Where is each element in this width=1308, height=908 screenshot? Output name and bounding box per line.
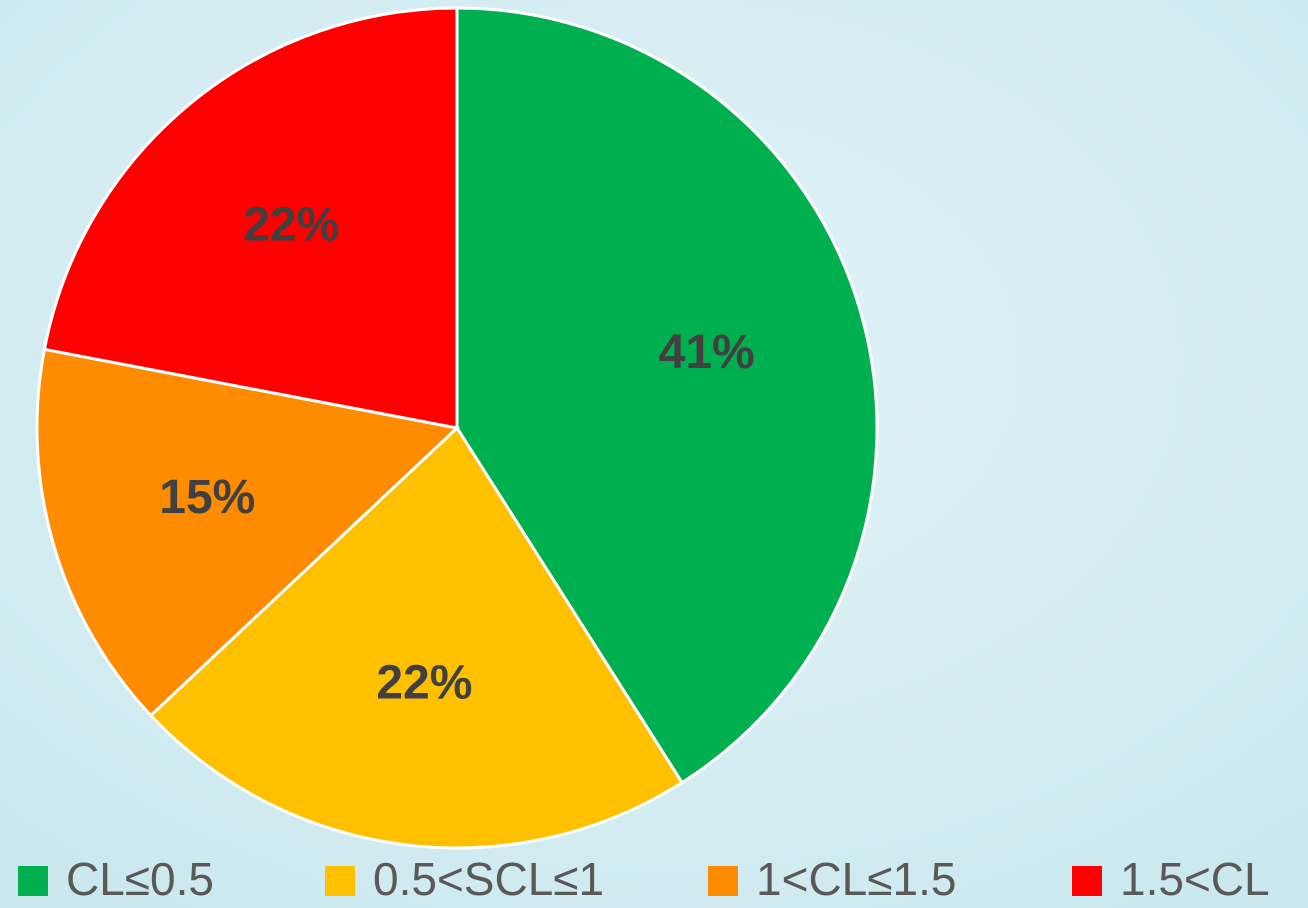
pie-slice	[455, 6, 879, 785]
legend-label: CL≤0.5	[66, 853, 214, 905]
legend-swatch	[18, 866, 48, 896]
data-label: 41%	[659, 326, 755, 379]
pie-slice	[148, 425, 685, 850]
legend-label: 1.5<CL	[1120, 853, 1270, 905]
data-label: 22%	[376, 657, 472, 710]
pie-slice	[42, 6, 459, 430]
pie-slice	[35, 347, 461, 718]
legend-swatch	[708, 866, 738, 896]
data-label: 22%	[243, 198, 339, 251]
legend-label: 1<CL≤1.5	[756, 853, 956, 905]
data-label: 15%	[159, 471, 255, 524]
legend-swatch	[1072, 866, 1102, 896]
legend-label: 0.5<SCL≤1	[373, 853, 604, 905]
legend-swatch	[325, 866, 355, 896]
